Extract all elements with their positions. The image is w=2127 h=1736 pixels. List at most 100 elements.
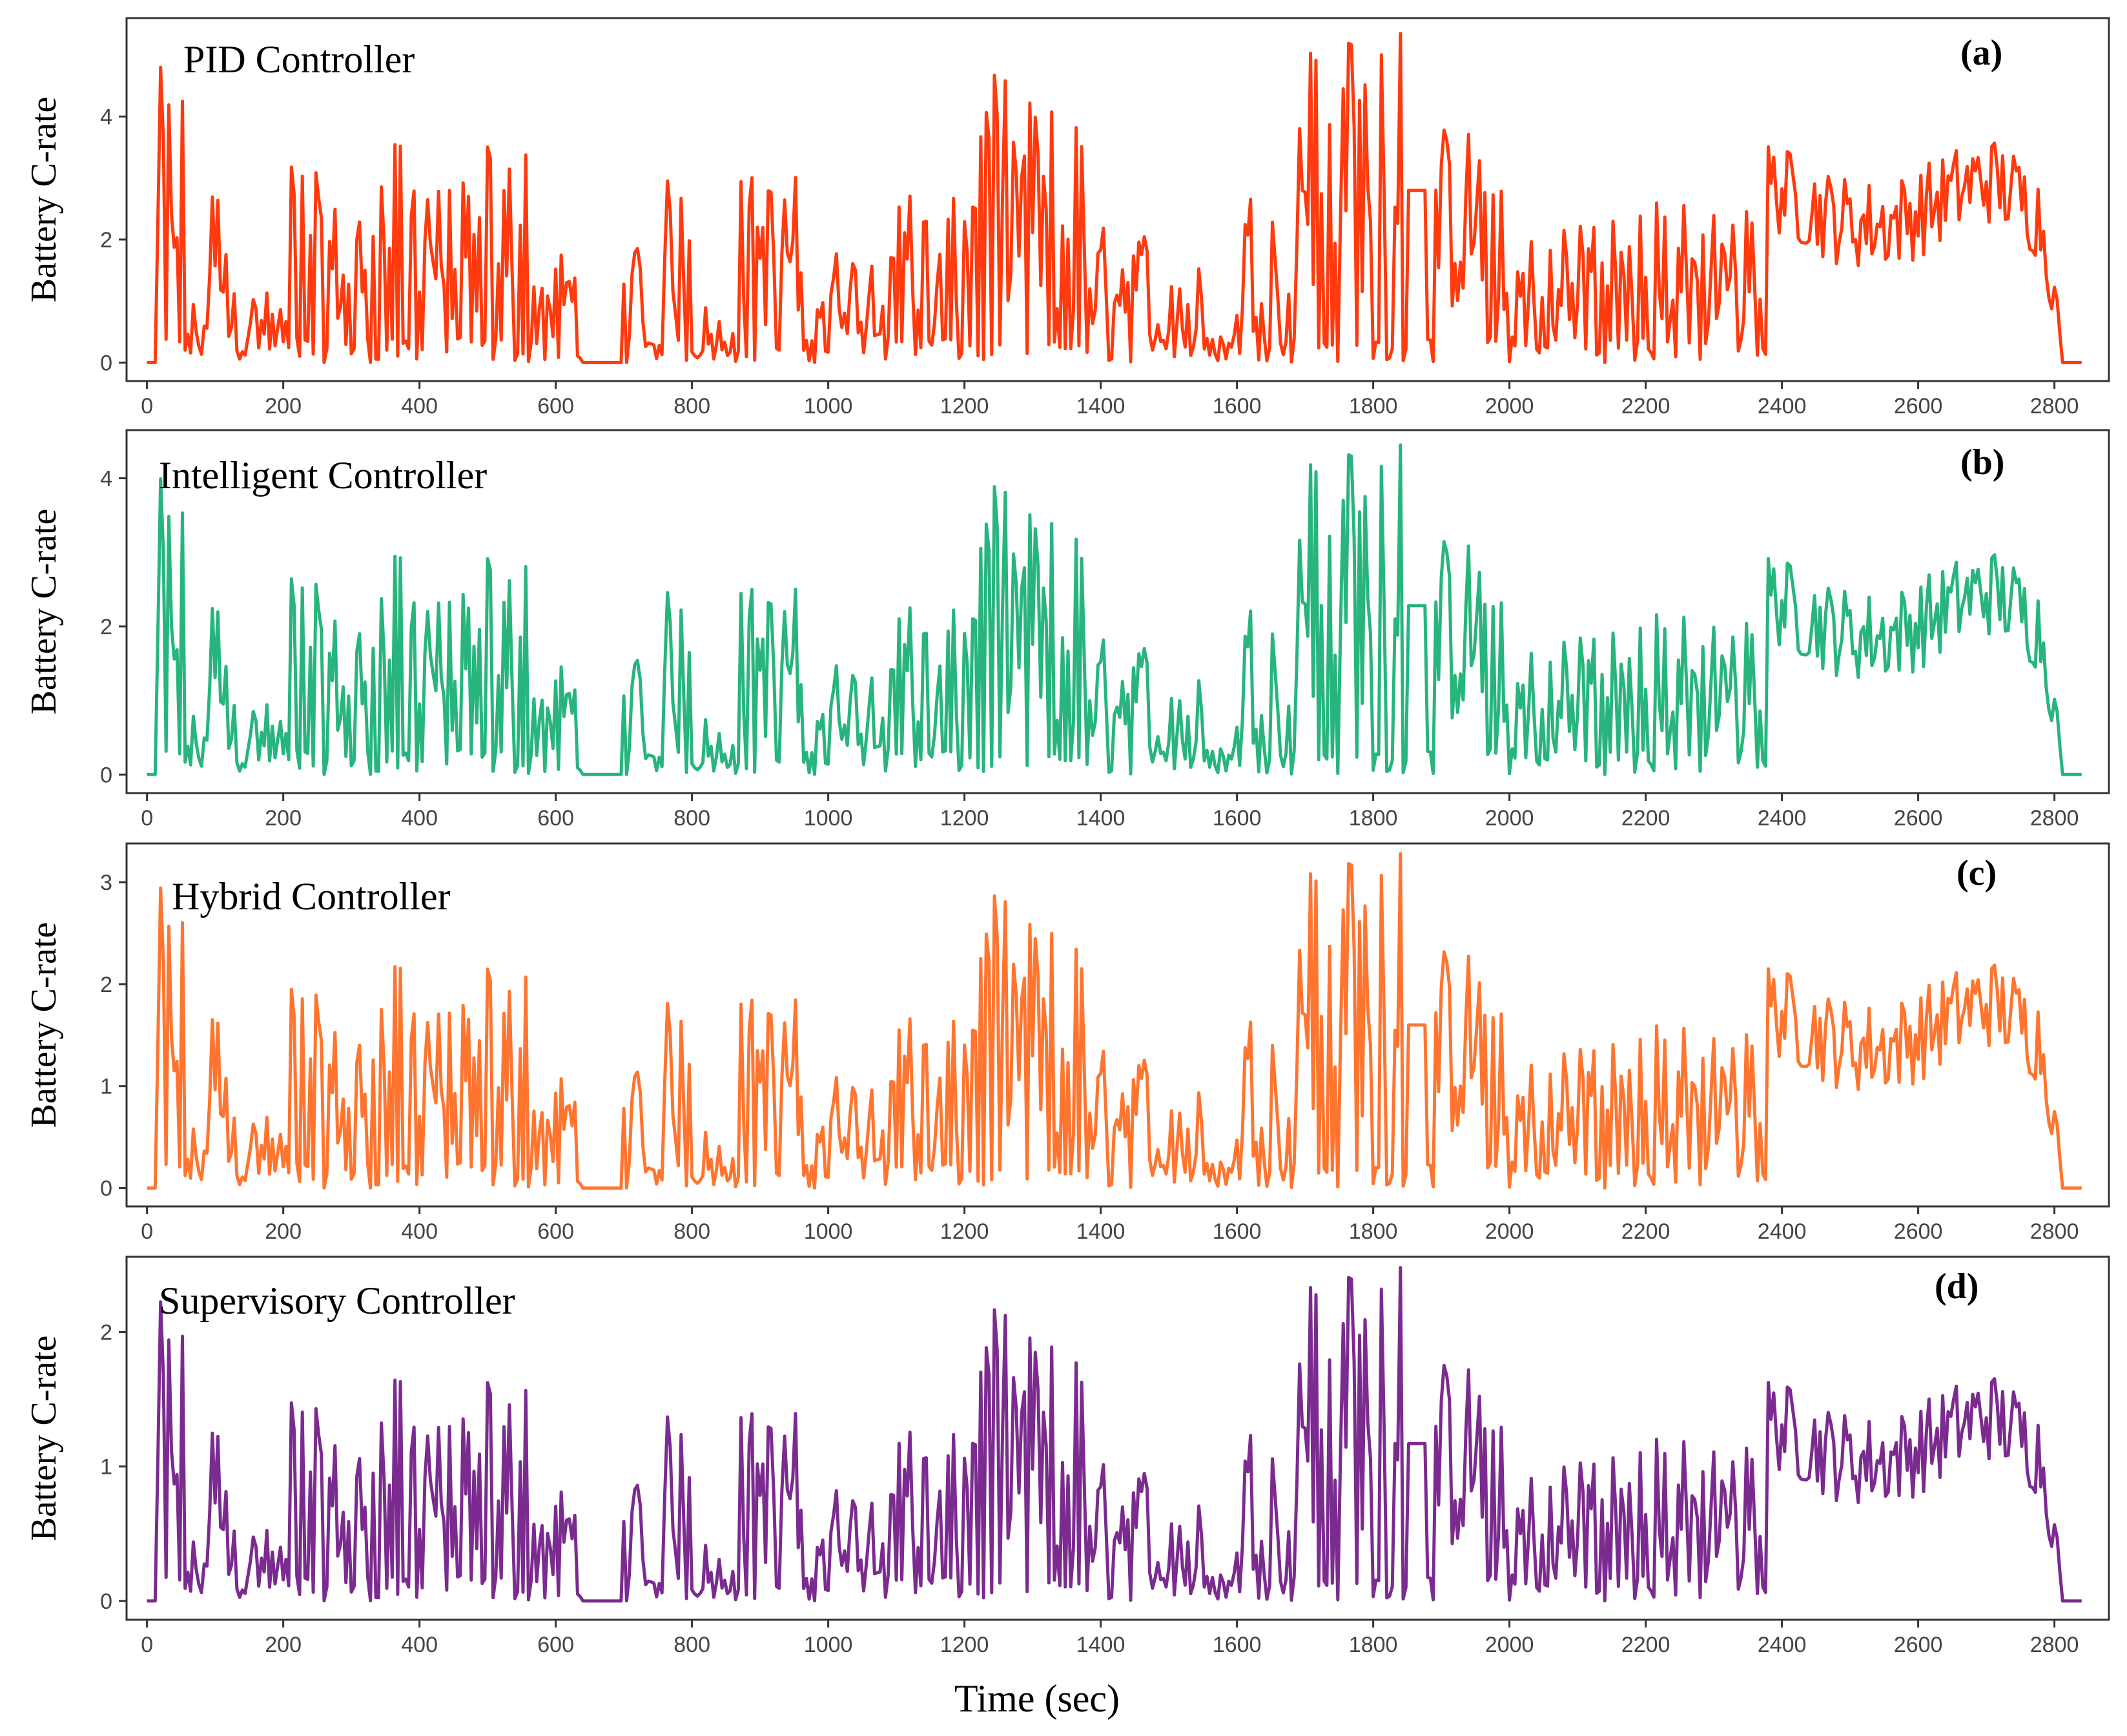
panel-a: 0 2 4 0 200 400 600 800 1000 1200 1400 1600 1800 200… — [24, 17, 2110, 418]
panel-tag: (b) — [1960, 442, 2004, 482]
y-ticks: 0 1 2 — [100, 1321, 127, 1614]
series-line — [147, 852, 2082, 1190]
panel-b: 0 2 4 0 200 400 600 800 1000 1200 1400 1600 1800 200… — [24, 429, 2110, 831]
x-tick-label: 2600 — [1894, 1219, 1943, 1244]
x-tick-label: 2400 — [1758, 394, 1807, 418]
y-tick-label: 0 — [100, 1589, 112, 1614]
panel-tag: (d) — [1935, 1266, 1978, 1307]
y-tick-label: 0 — [100, 1177, 112, 1201]
y-tick-label: 2 — [100, 615, 112, 639]
x-tick-label: 1400 — [1076, 1633, 1125, 1657]
x-tick-label: 1200 — [940, 1219, 989, 1244]
x-tick-label: 0 — [141, 394, 153, 418]
y-ticks: 0 2 4 — [100, 105, 127, 375]
x-tick-label: 600 — [537, 1219, 574, 1244]
y-tick-label: 2 — [100, 228, 112, 253]
x-tick-label: 2000 — [1485, 1219, 1534, 1244]
x-tick-label: 200 — [265, 1219, 302, 1244]
series-line — [147, 32, 2082, 364]
x-tick-label: 800 — [673, 1219, 710, 1244]
panel-title: Intelligent Controller — [159, 454, 487, 497]
x-ticks: 0 200 400 600 800 1000 1200 1400 1600 1800 2000 220… — [141, 1206, 2079, 1244]
x-tick-label: 1400 — [1076, 806, 1125, 831]
y-tick-label: 1 — [100, 1075, 112, 1099]
x-tick-label: 800 — [673, 394, 710, 418]
series-line — [147, 443, 2082, 776]
x-tick-label: 1000 — [804, 1219, 853, 1244]
x-tick-label: 0 — [141, 1219, 153, 1244]
y-tick-label: 0 — [100, 351, 112, 375]
panel-tag: (a) — [1960, 33, 2002, 73]
x-tick-label: 1600 — [1213, 806, 1262, 831]
x-tick-label: 1200 — [940, 806, 989, 831]
panel-d: 0 1 2 0 200 400 600 800 1000 1200 1400 1600 1800 200… — [24, 1256, 2110, 1657]
x-tick-label: 1200 — [940, 394, 989, 418]
x-tick-label: 2800 — [2030, 1219, 2079, 1244]
x-tick-label: 600 — [537, 394, 574, 418]
x-tick-label: 2200 — [1621, 1219, 1670, 1244]
x-tick-label: 1600 — [1213, 1633, 1262, 1657]
x-tick-label: 1000 — [804, 806, 853, 831]
x-tick-label: 1800 — [1349, 1633, 1398, 1657]
x-tick-label: 2400 — [1758, 806, 1807, 831]
x-tick-label: 2400 — [1758, 1633, 1807, 1657]
x-tick-label: 1800 — [1349, 806, 1398, 831]
series-line — [147, 1266, 2082, 1603]
x-tick-label: 400 — [401, 1219, 438, 1244]
x-tick-label: 600 — [537, 1633, 574, 1657]
panel-title: PID Controller — [183, 38, 415, 81]
x-tick-label: 2800 — [2030, 394, 2079, 418]
x-tick-label: 800 — [673, 1633, 710, 1657]
x-tick-label: 800 — [673, 806, 710, 831]
x-tick-label: 1400 — [1076, 394, 1125, 418]
x-tick-label: 1600 — [1213, 394, 1262, 418]
x-tick-label: 400 — [401, 394, 438, 418]
y-axis-label: Battery C-rate — [24, 509, 64, 715]
panel-title: Hybrid Controller — [172, 875, 451, 918]
y-tick-label: 3 — [100, 871, 112, 895]
x-ticks: 0 200 400 600 800 1000 1200 1400 1600 1800 2000 220… — [141, 793, 2079, 831]
x-ticks: 0 200 400 600 800 1000 1200 1400 1600 1800 2000 220… — [141, 1620, 2079, 1657]
x-tick-label: 1600 — [1213, 1219, 1262, 1244]
x-tick-label: 200 — [265, 806, 302, 831]
panel-tag: (c) — [1957, 853, 1997, 893]
panel-c: 0 1 2 3 0 200 400 600 800 1000 1200 1400 1600 1800 20… — [24, 842, 2110, 1244]
y-tick-label: 1 — [100, 1455, 112, 1480]
x-tick-label: 2000 — [1485, 806, 1534, 831]
y-ticks: 0 2 4 — [100, 467, 127, 787]
x-tick-label: 2400 — [1758, 1219, 1807, 1244]
x-tick-label: 2800 — [2030, 806, 2079, 831]
x-ticks: 0 200 400 600 800 1000 1200 1400 1600 1800 2000 220… — [141, 381, 2079, 418]
x-tick-label: 1800 — [1349, 394, 1398, 418]
x-tick-label: 2000 — [1485, 394, 1534, 418]
x-tick-label: 1000 — [804, 1633, 853, 1657]
panel-title: Supervisory Controller — [159, 1279, 515, 1322]
x-tick-label: 2200 — [1621, 806, 1670, 831]
x-tick-label: 1800 — [1349, 1219, 1398, 1244]
y-tick-label: 0 — [100, 763, 112, 787]
x-tick-label: 0 — [141, 806, 153, 831]
x-tick-label: 1000 — [804, 394, 853, 418]
x-tick-label: 400 — [401, 806, 438, 831]
x-axis-label: Time (sec) — [954, 1677, 1120, 1720]
x-tick-label: 2000 — [1485, 1633, 1534, 1657]
x-tick-label: 2200 — [1621, 394, 1670, 418]
x-tick-label: 200 — [265, 394, 302, 418]
y-tick-label: 2 — [100, 1321, 112, 1345]
x-tick-label: 200 — [265, 1633, 302, 1657]
y-axis-label: Battery C-rate — [24, 922, 64, 1128]
y-tick-label: 2 — [100, 973, 112, 997]
y-axis-label: Battery C-rate — [24, 1336, 64, 1542]
x-tick-label: 2600 — [1894, 1633, 1943, 1657]
y-ticks: 0 1 2 3 — [100, 871, 127, 1201]
y-tick-label: 4 — [100, 105, 112, 129]
x-tick-label: 1400 — [1076, 1219, 1125, 1244]
x-tick-label: 600 — [537, 806, 574, 831]
x-tick-label: 0 — [141, 1633, 153, 1657]
x-tick-label: 2600 — [1894, 394, 1943, 418]
x-tick-label: 400 — [401, 1633, 438, 1657]
y-tick-label: 4 — [100, 467, 112, 491]
x-tick-label: 2800 — [2030, 1633, 2079, 1657]
x-tick-label: 2600 — [1894, 806, 1943, 831]
